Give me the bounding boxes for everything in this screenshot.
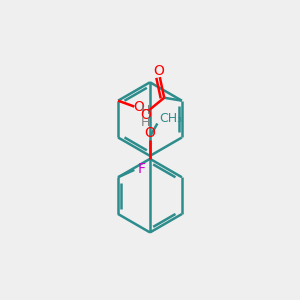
Text: O: O [145, 126, 155, 140]
Text: H: H [140, 116, 150, 129]
Text: F: F [138, 162, 146, 176]
Text: CH₃: CH₃ [159, 112, 182, 125]
Text: O: O [154, 64, 164, 78]
Text: O: O [140, 107, 151, 122]
Text: O: O [134, 100, 145, 114]
Text: H: H [141, 104, 150, 117]
